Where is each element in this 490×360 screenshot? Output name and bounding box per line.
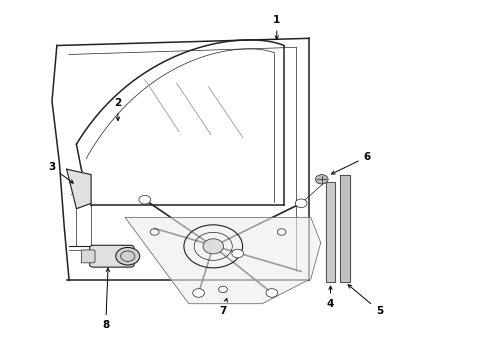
Polygon shape	[340, 175, 350, 282]
FancyBboxPatch shape	[90, 245, 134, 267]
Circle shape	[203, 239, 223, 254]
Circle shape	[139, 195, 151, 204]
Text: 3: 3	[49, 162, 74, 183]
Circle shape	[232, 249, 244, 258]
Polygon shape	[125, 218, 321, 304]
Circle shape	[316, 175, 328, 184]
Text: 1: 1	[273, 15, 280, 39]
Text: 5: 5	[348, 285, 383, 316]
Text: 2: 2	[114, 98, 122, 121]
Polygon shape	[326, 182, 335, 282]
Circle shape	[295, 199, 307, 208]
Polygon shape	[67, 169, 91, 209]
Text: 4: 4	[327, 286, 334, 309]
Circle shape	[266, 289, 278, 297]
Text: 6: 6	[332, 152, 371, 174]
Circle shape	[116, 247, 140, 265]
Text: 7: 7	[220, 298, 227, 316]
FancyBboxPatch shape	[81, 250, 95, 263]
Text: 8: 8	[102, 268, 110, 330]
Circle shape	[193, 289, 204, 297]
